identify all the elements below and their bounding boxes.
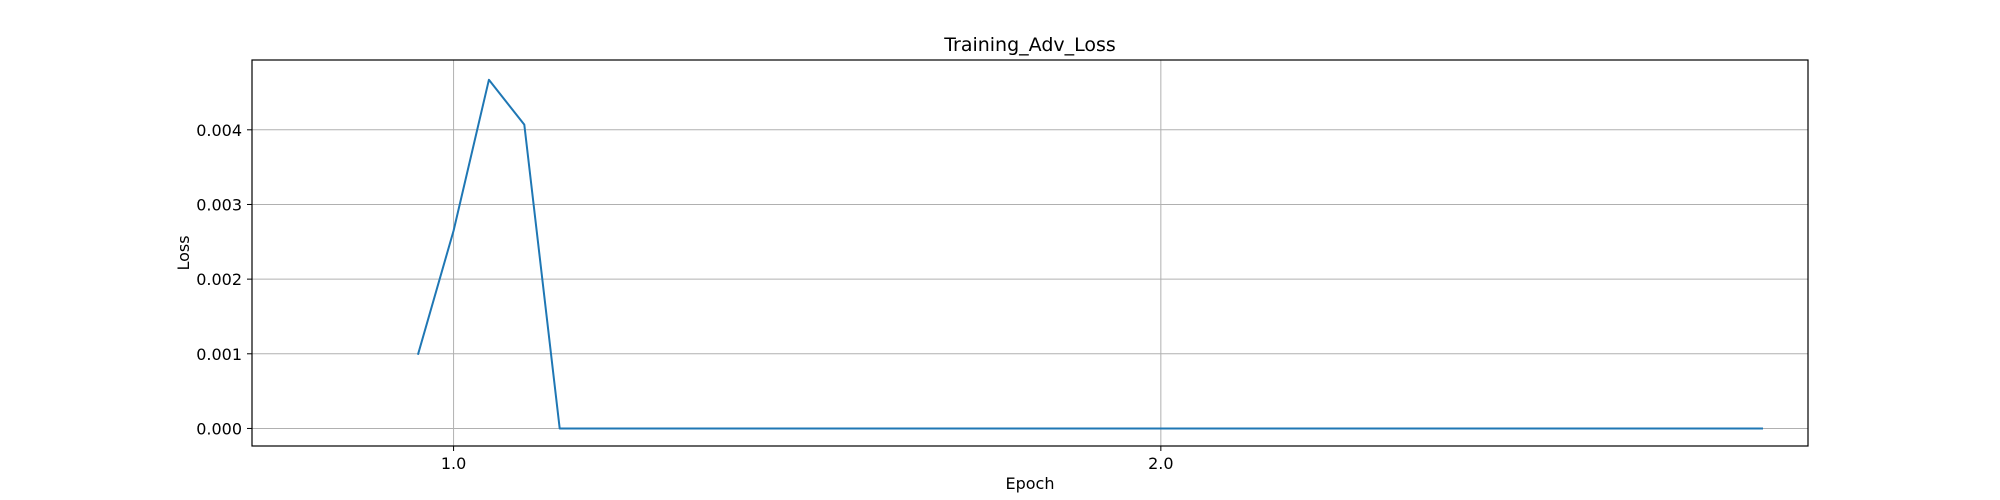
y-tick-label: 0.001	[196, 345, 242, 364]
y-tick-labels: 0.000 0.001 0.002 0.003 0.004	[196, 121, 242, 439]
series-line	[416, 78, 1763, 430]
chart-title: Training_Adv_Loss	[943, 34, 1116, 56]
x-tick-labels: 1.0 2.0	[441, 454, 1174, 473]
x-axis-label: Epoch	[1006, 474, 1055, 493]
x-tick-label: 1.0	[441, 454, 466, 473]
tick-marks	[247, 129, 1162, 451]
y-axis-label: Loss	[174, 235, 193, 270]
y-tick-label: 0.004	[196, 121, 242, 140]
x-tick-label: 2.0	[1148, 454, 1173, 473]
y-tick-label: 0.000	[196, 419, 242, 438]
series-layer	[416, 78, 1763, 430]
y-tick-label: 0.003	[196, 195, 242, 214]
plot-area-background	[252, 60, 1808, 446]
plot-area-frame	[251, 59, 1809, 447]
y-tick-label: 0.002	[196, 270, 242, 289]
